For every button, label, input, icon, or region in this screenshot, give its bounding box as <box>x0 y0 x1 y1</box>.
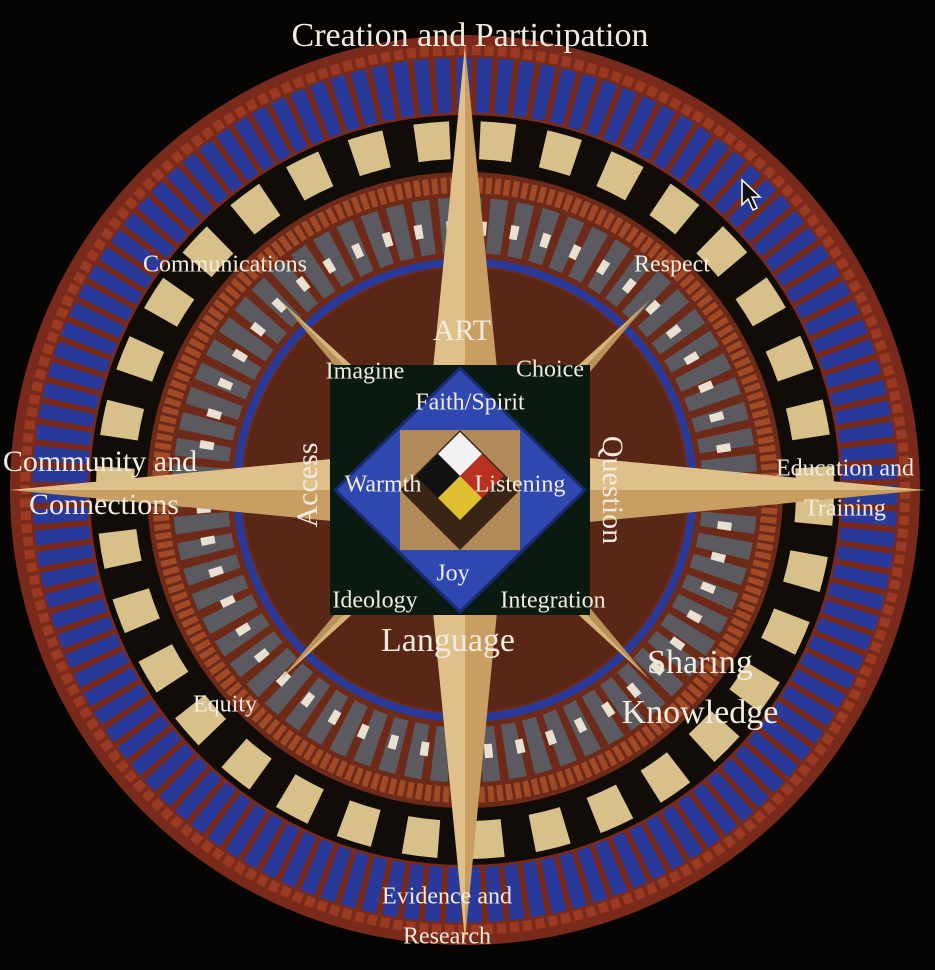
title: Creation and Participation <box>292 17 649 54</box>
label: Imagine <box>326 359 405 385</box>
label: Knowledge <box>622 694 779 731</box>
label: Warmth <box>345 472 422 498</box>
label: Evidence and <box>382 884 512 910</box>
label: Ideology <box>332 588 417 614</box>
label: Faith/Spirit <box>415 390 525 416</box>
label: Connections <box>29 488 179 521</box>
label: Access <box>291 443 324 528</box>
label: Integration <box>500 588 605 614</box>
label: Sharing <box>647 644 753 681</box>
label: Research <box>403 924 491 950</box>
mosaic <box>10 35 925 945</box>
label: Choice <box>516 357 584 383</box>
label: Joy <box>436 561 469 587</box>
label: Equity <box>193 692 257 718</box>
label: ART <box>433 314 491 347</box>
cursor <box>741 178 762 212</box>
label: Question <box>596 436 629 544</box>
label: Training <box>804 496 886 522</box>
label: Language <box>381 622 515 659</box>
label: Community and <box>3 445 197 478</box>
label: Education and <box>776 456 914 482</box>
label: Respect <box>634 252 710 278</box>
label: Communications <box>143 252 307 278</box>
label: Listening <box>475 472 566 498</box>
